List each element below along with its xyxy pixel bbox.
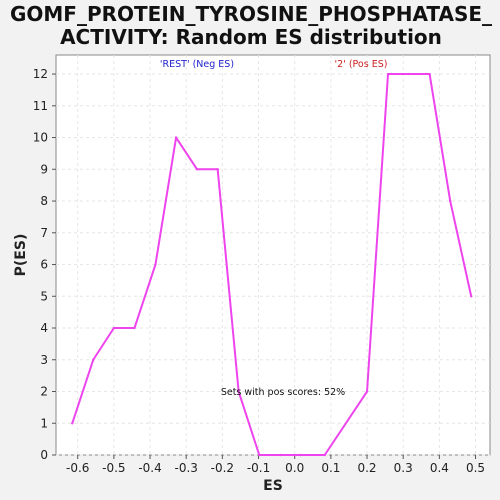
data-point [216,168,219,171]
data-point [237,390,240,393]
y-tick-label: 5 [40,289,48,303]
x-axis-ticks: -0.6 -0.5 -0.4 -0.3 -0.2 -0.1 0.0 0.1 0.2 0.3 0.4 0… [66,455,485,475]
data-point [71,422,74,425]
y-tick-label: 6 [40,258,48,272]
x-tick-label: -0.2 [211,461,234,475]
y-tick-label: 8 [40,194,48,208]
series-layer [71,72,473,457]
x-tick-label: 0.1 [321,461,340,475]
y-tick-label: 2 [40,385,48,399]
pos-scores-annotation: Sets with pos scores: 52% [221,387,345,398]
data-point [299,453,303,457]
gridlines [56,55,490,456]
y-tick-label: 4 [40,321,48,335]
x-axis-label: ES [263,478,283,494]
x-tick-label: -0.6 [66,461,89,475]
neg-es-label: 'REST' (Neg ES) [160,59,234,70]
data-point [428,72,431,76]
x-tick-label: 0.0 [285,461,304,475]
x-tick-label: 0.5 [466,461,485,475]
data-point [323,453,326,457]
y-tick-label: 0 [40,448,48,462]
x-tick-label: -0.3 [174,461,197,475]
data-point [407,72,410,76]
x-tick-label: -0.4 [138,461,161,475]
y-tick-label: 12 [33,67,48,81]
x-tick-label: -0.5 [102,461,125,475]
data-point [133,326,136,330]
y-tick-label: 3 [40,353,48,367]
y-tick-label: 7 [40,226,48,240]
data-point [469,295,473,298]
data-point [195,168,199,171]
x-tick-label: 0.2 [357,461,376,475]
data-point [112,326,116,330]
y-tick-label: 1 [40,416,48,430]
data-point [449,199,452,203]
y-tick-label: 11 [33,99,48,113]
data-point [92,358,95,361]
chart-title-line-2: ACTIVITY: Random ES distribution [60,25,442,49]
y-tick-label: 10 [33,131,48,145]
data-point [258,453,261,457]
x-tick-label: 0.4 [430,461,449,475]
data-point [174,136,178,139]
plot-area [55,54,491,456]
x-tick-label: -0.1 [247,461,270,475]
data-point [365,390,369,393]
chart-title-line-1: GOMF_PROTEIN_TYROSINE_PHOSPHATASE_ [10,2,492,26]
data-point [154,263,157,266]
y-tick-label: 9 [40,162,48,176]
data-point [386,72,390,76]
data-point [279,453,282,457]
y-axis-label: P(ES) [13,234,29,277]
x-tick-label: 0.3 [394,461,413,475]
pos-es-label: '2' (Pos ES) [335,59,388,70]
